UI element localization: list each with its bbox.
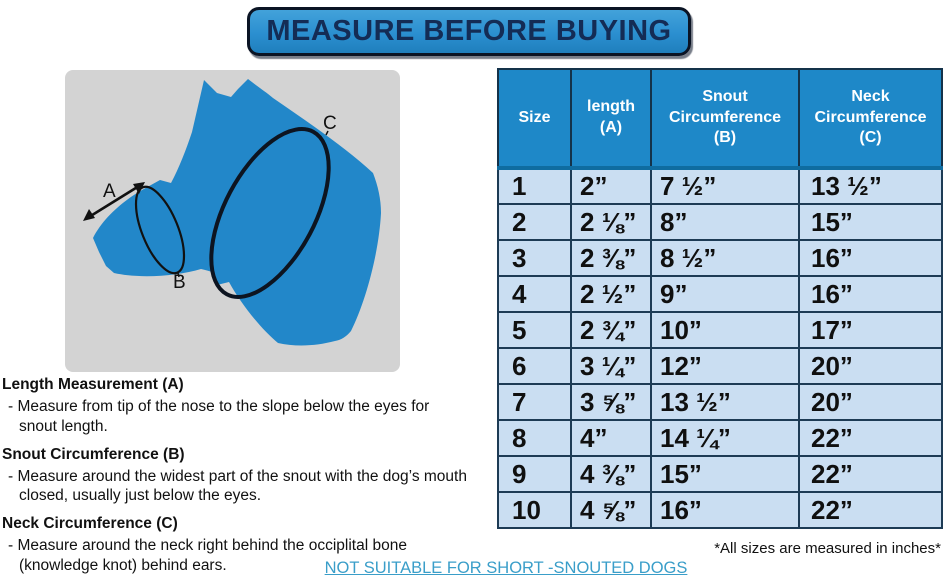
column-header-neck: Neck Circumference (C) — [798, 68, 943, 170]
snout-circumference-ellipse — [134, 185, 186, 275]
size-table-body: 1 2” 7 ½” 13 ½” 2 2 ⅛” 8” 15” 3 2 ⅜” 8 ½” 16” 4 2 ½” 9… — [497, 167, 943, 529]
note-neck-line1: - Measure around the neck right behind t… — [8, 537, 407, 555]
note-neck-line2: (knowledge knot) behind ears. — [19, 557, 227, 575]
note-length-line1: - Measure from tip of the nose to the sl… — [8, 398, 430, 415]
cell-size: 6 — [497, 347, 572, 385]
cell-length: 4 ⅜” — [570, 455, 652, 493]
cell-length: 2 ⅛” — [570, 203, 652, 241]
cell-neck: 15” — [798, 203, 943, 241]
label-b-tick — [177, 272, 180, 278]
column-header-length: length (A) — [570, 68, 652, 170]
note-length-line2: snout length. — [19, 417, 108, 435]
cell-size: 4 — [497, 275, 572, 313]
short-snout-warning-link[interactable]: NOT SUITABLE FOR SHORT -SNOUTED DOGS — [324, 559, 688, 577]
cell-snout: 8” — [650, 203, 800, 241]
cell-length: 2 ½” — [570, 275, 652, 313]
note-neck: Neck Circumference (C) - Measure around … — [2, 515, 480, 576]
cell-length: 4 ⅝” — [570, 491, 652, 529]
note-neck-title: Neck Circumference (C) — [2, 515, 178, 533]
note-length-title: Length Measurement (A) — [2, 376, 184, 393]
length-arrow — [88, 184, 140, 219]
arrowhead-left-icon — [83, 209, 95, 221]
table-row: 10 4 ⅝” 16” 22” — [497, 491, 943, 529]
cell-neck: 20” — [798, 383, 943, 421]
cell-size: 9 — [497, 455, 572, 493]
cell-size: 5 — [497, 311, 572, 349]
cell-length: 3 ¼” — [570, 347, 652, 385]
cell-size: 1 — [497, 167, 572, 205]
cell-neck: 22” — [798, 491, 943, 529]
cell-snout: 12” — [650, 347, 800, 385]
size-table-head: Size length (A) Snout Circumference (B) Nec… — [497, 68, 943, 170]
header-row: Size length (A) Snout Circumference (B) Nec… — [497, 68, 943, 170]
cell-neck: 16” — [798, 239, 943, 277]
note-snout-title: Snout Circumference (B) — [2, 445, 185, 463]
column-header-size: Size — [497, 68, 572, 170]
dog-head-diagram-icon: A B C — [83, 79, 381, 346]
dog-measurement-figure: A B C — [65, 70, 400, 372]
diagram-label-b: B — [173, 272, 186, 293]
table-row: 8 4” 14 ¼” 22” — [497, 419, 943, 457]
cell-size: 7 — [497, 383, 572, 421]
cell-length: 2 ⅜” — [570, 239, 652, 277]
cell-neck: 17” — [798, 311, 943, 349]
title-banner: MEASURE BEFORE BUYING — [247, 7, 691, 56]
diagram-label-c: C — [323, 113, 337, 134]
page-title: MEASURE BEFORE BUYING — [266, 15, 672, 47]
column-header-snout: Snout Circumference (B) — [650, 68, 800, 170]
cell-size: 2 — [497, 203, 572, 241]
diagram-label-a: A — [103, 181, 116, 202]
cell-length: 2” — [570, 167, 652, 205]
cell-snout: 7 ½” — [650, 167, 800, 205]
cell-size: 10 — [497, 491, 572, 529]
cell-length: 4” — [570, 419, 652, 457]
arrowhead-right-icon — [133, 182, 145, 194]
cell-snout: 14 ¼” — [650, 419, 800, 457]
neck-circumference-ellipse — [209, 127, 331, 299]
cell-neck: 20” — [798, 347, 943, 385]
table-row: 1 2” 7 ½” 13 ½” — [497, 167, 943, 205]
label-c-tick — [325, 130, 329, 136]
cell-neck: 16” — [798, 275, 943, 313]
cell-neck: 22” — [798, 455, 943, 493]
cell-size: 3 — [497, 239, 572, 277]
cell-snout: 15” — [650, 455, 800, 493]
cell-neck: 13 ½” — [798, 167, 943, 205]
cell-neck: 22” — [798, 419, 943, 457]
note-snout: Snout Circumference (B) - Measure around… — [2, 446, 480, 507]
note-snout-line2: closed, usually just below the eyes. — [19, 487, 262, 505]
cell-snout: 16” — [650, 491, 800, 529]
cell-length: 2 ¾” — [570, 311, 652, 349]
note-length: Length Measurement (A) - Measure from ti… — [2, 376, 480, 437]
note-snout-line1: - Measure around the widest part of the … — [8, 467, 467, 485]
measurement-notes: Length Measurement (A) - Measure from ti… — [2, 376, 480, 583]
cell-snout: 8 ½” — [650, 239, 800, 277]
sizes-footnote: *All sizes are measured in inches* — [714, 540, 941, 557]
size-chart-table: Size length (A) Snout Circumference (B) Nec… — [497, 68, 943, 529]
cell-size: 8 — [497, 419, 572, 457]
dog-silhouette — [93, 79, 381, 346]
cell-snout: 10” — [650, 311, 800, 349]
cell-length: 3 ⅝” — [570, 383, 652, 421]
cell-snout: 9” — [650, 275, 800, 313]
cell-snout: 13 ½” — [650, 383, 800, 421]
